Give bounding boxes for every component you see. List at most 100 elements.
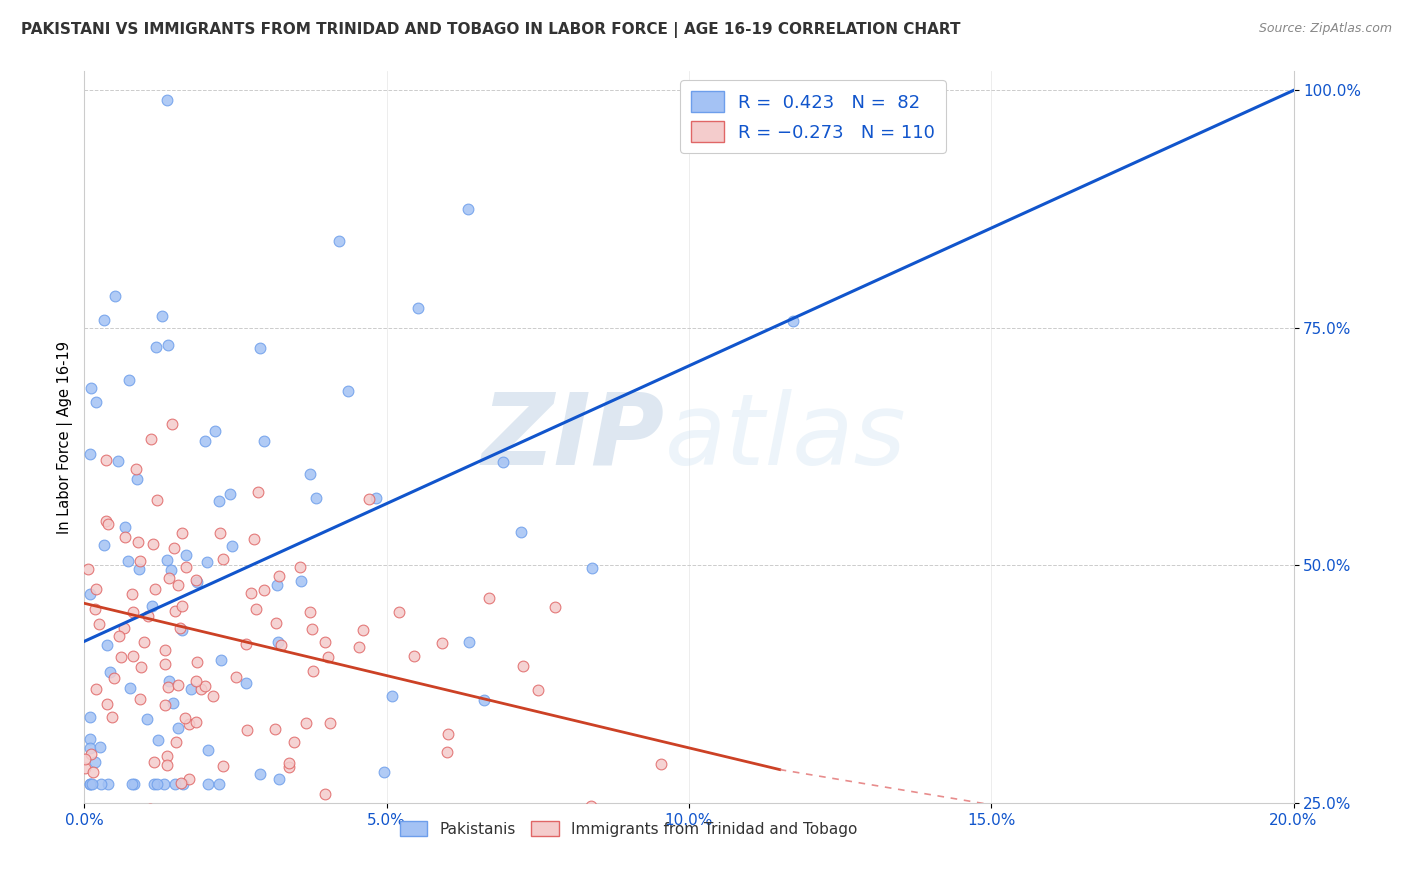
Point bbox=[117, 554, 139, 568]
Point bbox=[146, 493, 169, 508]
Point bbox=[87, 616, 110, 631]
Point bbox=[127, 472, 149, 486]
Point bbox=[319, 715, 342, 730]
Point bbox=[512, 658, 534, 673]
Point bbox=[170, 776, 193, 790]
Point bbox=[277, 760, 299, 774]
Point bbox=[162, 696, 184, 710]
Point bbox=[267, 634, 290, 648]
Point bbox=[174, 549, 197, 563]
Point bbox=[93, 312, 115, 326]
Point bbox=[157, 680, 180, 694]
Point bbox=[266, 578, 288, 592]
Point bbox=[201, 689, 224, 703]
Point bbox=[97, 777, 120, 791]
Point bbox=[209, 653, 232, 667]
Point bbox=[249, 766, 271, 780]
Point bbox=[172, 599, 194, 614]
Point bbox=[174, 711, 197, 725]
Point bbox=[283, 735, 305, 749]
Point bbox=[478, 591, 501, 606]
Point bbox=[179, 717, 201, 731]
Point bbox=[243, 532, 266, 546]
Point bbox=[328, 235, 350, 249]
Point bbox=[152, 309, 174, 323]
Point bbox=[139, 432, 162, 446]
Point bbox=[543, 600, 565, 615]
Text: Source: ZipAtlas.com: Source: ZipAtlas.com bbox=[1258, 22, 1392, 36]
Point bbox=[236, 723, 259, 737]
Point bbox=[492, 455, 515, 469]
Text: atlas: atlas bbox=[665, 389, 907, 485]
Point bbox=[136, 609, 159, 624]
Point bbox=[114, 530, 136, 544]
Point bbox=[177, 772, 200, 786]
Point bbox=[260, 821, 283, 835]
Y-axis label: In Labor Force | Age 16-19: In Labor Force | Age 16-19 bbox=[58, 341, 73, 533]
Point bbox=[100, 710, 122, 724]
Point bbox=[163, 777, 186, 791]
Point bbox=[122, 605, 145, 619]
Point bbox=[127, 534, 149, 549]
Point bbox=[404, 648, 426, 663]
Point bbox=[157, 674, 180, 689]
Point bbox=[204, 424, 226, 438]
Point bbox=[270, 639, 292, 653]
Point bbox=[212, 758, 235, 772]
Point bbox=[135, 712, 157, 726]
Point bbox=[153, 698, 176, 712]
Point bbox=[314, 634, 336, 648]
Point bbox=[89, 740, 111, 755]
Point bbox=[104, 289, 127, 303]
Point bbox=[373, 764, 395, 779]
Point bbox=[264, 723, 287, 737]
Point bbox=[221, 540, 243, 554]
Point bbox=[195, 555, 218, 569]
Point bbox=[94, 514, 117, 528]
Point bbox=[388, 605, 411, 619]
Point bbox=[80, 381, 103, 395]
Point bbox=[190, 682, 212, 697]
Point bbox=[302, 664, 325, 678]
Point bbox=[169, 621, 191, 635]
Point bbox=[129, 554, 152, 568]
Point bbox=[156, 553, 179, 567]
Point bbox=[129, 692, 152, 706]
Point bbox=[79, 777, 101, 791]
Point bbox=[90, 777, 112, 791]
Point bbox=[163, 541, 186, 555]
Point bbox=[73, 761, 96, 775]
Point bbox=[364, 491, 387, 506]
Point bbox=[381, 689, 404, 703]
Point bbox=[579, 799, 602, 814]
Point bbox=[77, 562, 100, 576]
Legend: Pakistanis, Immigrants from Trinidad and Tobago: Pakistanis, Immigrants from Trinidad and… bbox=[394, 814, 863, 843]
Point bbox=[98, 665, 121, 679]
Point bbox=[167, 721, 190, 735]
Point bbox=[128, 562, 150, 576]
Point bbox=[316, 650, 339, 665]
Point bbox=[436, 727, 458, 741]
Point bbox=[156, 758, 179, 772]
Point bbox=[112, 621, 135, 635]
Point bbox=[156, 749, 179, 764]
Point bbox=[84, 395, 107, 409]
Point bbox=[125, 462, 148, 476]
Point bbox=[457, 202, 479, 216]
Point bbox=[266, 615, 288, 630]
Point bbox=[235, 637, 257, 651]
Point bbox=[359, 492, 381, 507]
Point bbox=[121, 777, 143, 791]
Point bbox=[122, 649, 145, 664]
Point bbox=[208, 777, 231, 791]
Point bbox=[290, 559, 312, 574]
Point bbox=[253, 582, 276, 597]
Point bbox=[153, 777, 176, 791]
Point bbox=[145, 777, 167, 791]
Point bbox=[314, 787, 336, 801]
Point bbox=[108, 629, 131, 643]
Point bbox=[219, 487, 242, 501]
Point bbox=[240, 586, 263, 600]
Point bbox=[252, 434, 274, 448]
Point bbox=[208, 493, 231, 508]
